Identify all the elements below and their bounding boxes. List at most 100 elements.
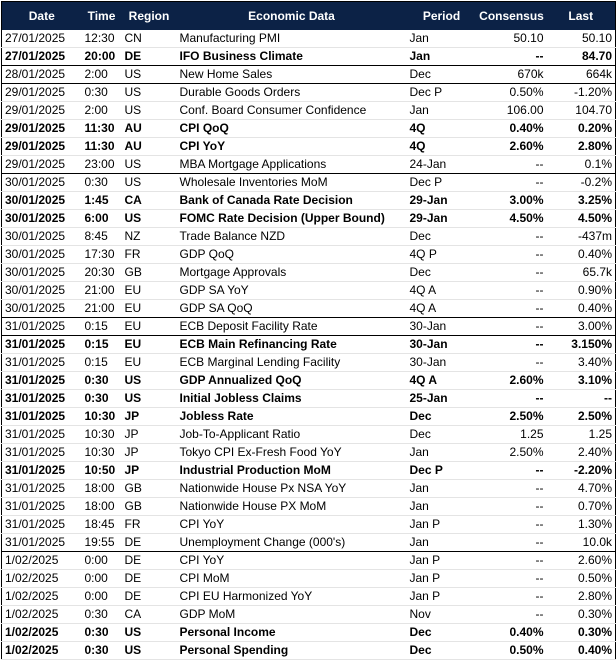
table-cell: Nationwide House PX MoM xyxy=(176,497,407,516)
table-row: 31/01/2025 18:00 GB Nationwide House PX MoM… xyxy=(1,497,616,516)
table-cell: 1/02/2025 xyxy=(1,641,82,660)
table-row: 1/02/2025 0:00 DE CPI EU Harmonized YoY Jan … xyxy=(1,587,616,606)
table-cell: 30/01/2025 xyxy=(1,191,82,210)
table-cell: -- xyxy=(476,263,547,282)
table-cell: 29-Jan xyxy=(406,209,477,228)
table-row: 27/01/2025 20:00 DE IFO Business Climate Jan… xyxy=(1,47,616,66)
table-cell: GDP Annualized QoQ xyxy=(176,371,407,390)
table-cell: 29/01/2025 xyxy=(1,155,82,174)
table-cell: FR xyxy=(121,515,177,534)
table-cell: CN xyxy=(121,30,177,48)
table-cell: 29/01/2025 xyxy=(1,137,82,156)
header-cell: Last xyxy=(546,1,616,30)
table-cell: 2.80% xyxy=(546,137,616,156)
table-cell: 65.7k xyxy=(546,263,616,282)
table-cell: 12:30 xyxy=(81,30,122,48)
table-cell: 0.50% xyxy=(476,83,547,102)
table-cell: 30/01/2025 xyxy=(1,263,82,282)
table-cell: 29/01/2025 xyxy=(1,119,82,138)
table-cell: Jan P xyxy=(406,551,477,570)
table-cell: NZ xyxy=(121,227,177,246)
table-cell: Jan P xyxy=(406,515,477,534)
table-cell: ECB Main Refinancing Rate xyxy=(176,335,407,354)
table-cell: US xyxy=(121,209,177,228)
table-cell: -2.20% xyxy=(546,461,616,480)
table-cell: -- xyxy=(476,587,547,606)
table-cell: -- xyxy=(476,173,547,192)
table-cell: -- xyxy=(476,335,547,354)
table-cell: EU xyxy=(121,317,177,336)
table-row: 31/01/2025 10:30 JP Jobless Rate Dec 2.50% 2.5… xyxy=(1,407,616,426)
table-cell: Dec xyxy=(406,407,477,426)
table-cell: 0:30 xyxy=(81,173,122,192)
table-cell: -437m xyxy=(546,227,616,246)
header-cell: Consensus xyxy=(476,1,547,30)
table-cell: Dec xyxy=(406,623,477,642)
header-cell: Date xyxy=(1,1,82,30)
table-cell: 3.10% xyxy=(546,371,616,390)
table-row: 1/02/2025 0:30 US Personal Income Dec 0.40% 0.… xyxy=(1,623,616,642)
table-cell: US xyxy=(121,389,177,408)
table-row: 31/01/2025 19:55 DE Unemployment Change (00… xyxy=(1,533,616,552)
table-cell: 10:30 xyxy=(81,443,122,462)
table-cell: 31/01/2025 xyxy=(1,353,82,372)
table-cell: -- xyxy=(546,389,616,408)
table-cell: 0:30 xyxy=(81,623,122,642)
table-cell: 17:30 xyxy=(81,245,122,264)
table-cell: US xyxy=(121,83,177,102)
table-row: 30/01/2025 20:30 GB Mortgage Approvals Dec --… xyxy=(1,263,616,282)
table-cell: -- xyxy=(476,569,547,588)
table-cell: 1.25 xyxy=(546,425,616,444)
table-cell: Wholesale Inventories MoM xyxy=(176,173,407,192)
table-cell: Bank of Canada Rate Decision xyxy=(176,191,407,210)
table-cell: 31/01/2025 xyxy=(1,317,82,336)
table-cell: 4.50% xyxy=(476,209,547,228)
table-cell: 0:15 xyxy=(81,317,122,336)
table-cell: GB xyxy=(121,263,177,282)
table-cell: CPI YoY xyxy=(176,137,407,156)
table-cell: 1/02/2025 xyxy=(1,569,82,588)
table-cell: JP xyxy=(121,461,177,480)
table-cell: 24-Jan xyxy=(406,155,477,174)
table-cell: 4Q A xyxy=(406,299,477,318)
table-cell: 0.40% xyxy=(476,119,547,138)
table-row: 30/01/2025 17:30 FR GDP QoQ 4Q P -- 0.40% xyxy=(1,245,616,264)
table-cell: New Home Sales xyxy=(176,65,407,84)
table-cell: 30/01/2025 xyxy=(1,209,82,228)
table-cell: ECB Marginal Lending Facility xyxy=(176,353,407,372)
table-cell: -- xyxy=(476,497,547,516)
table-cell: 84.70 xyxy=(546,47,616,66)
table-cell: Trade Balance NZD xyxy=(176,227,407,246)
table-cell: CA xyxy=(121,605,177,624)
table-cell: Conf. Board Consumer Confidence xyxy=(176,101,407,120)
table-cell: -- xyxy=(476,317,547,336)
table-cell: 0.40% xyxy=(476,623,547,642)
table-cell: -- xyxy=(476,155,547,174)
table-cell: 10:30 xyxy=(81,425,122,444)
table-row: 30/01/2025 1:45 CA Bank of Canada Rate Deci… xyxy=(1,191,616,210)
table-cell: 21:00 xyxy=(81,281,122,300)
table-cell: -1.20% xyxy=(546,83,616,102)
table-cell: 30/01/2025 xyxy=(1,173,82,192)
table-cell: -- xyxy=(476,389,547,408)
table-cell: Dec xyxy=(406,425,477,444)
table-cell: 10.0k xyxy=(546,533,616,552)
table-cell: DE xyxy=(121,47,177,66)
table-cell: 3.25% xyxy=(546,191,616,210)
table-cell: 0:00 xyxy=(81,551,122,570)
table-cell: 50.10 xyxy=(476,30,547,48)
table-cell: Nationwide House Px NSA YoY xyxy=(176,479,407,498)
table-row: 30/01/2025 0:30 US Wholesale Inventories Mo… xyxy=(1,173,616,192)
table-cell: Durable Goods Orders xyxy=(176,83,407,102)
table-cell: JP xyxy=(121,425,177,444)
table-cell: 104.70 xyxy=(546,101,616,120)
table-cell: 0:15 xyxy=(81,353,122,372)
table-cell: -- xyxy=(476,353,547,372)
table-cell: Jobless Rate xyxy=(176,407,407,426)
table-cell: 31/01/2025 xyxy=(1,443,82,462)
table-row: 31/01/2025 10:30 JP Tokyo CPI Ex-Fresh Food… xyxy=(1,443,616,462)
table-row: 30/01/2025 21:00 EU GDP SA YoY 4Q A -- 0.90% xyxy=(1,281,616,300)
table-cell: CPI EU Harmonized YoY xyxy=(176,587,407,606)
